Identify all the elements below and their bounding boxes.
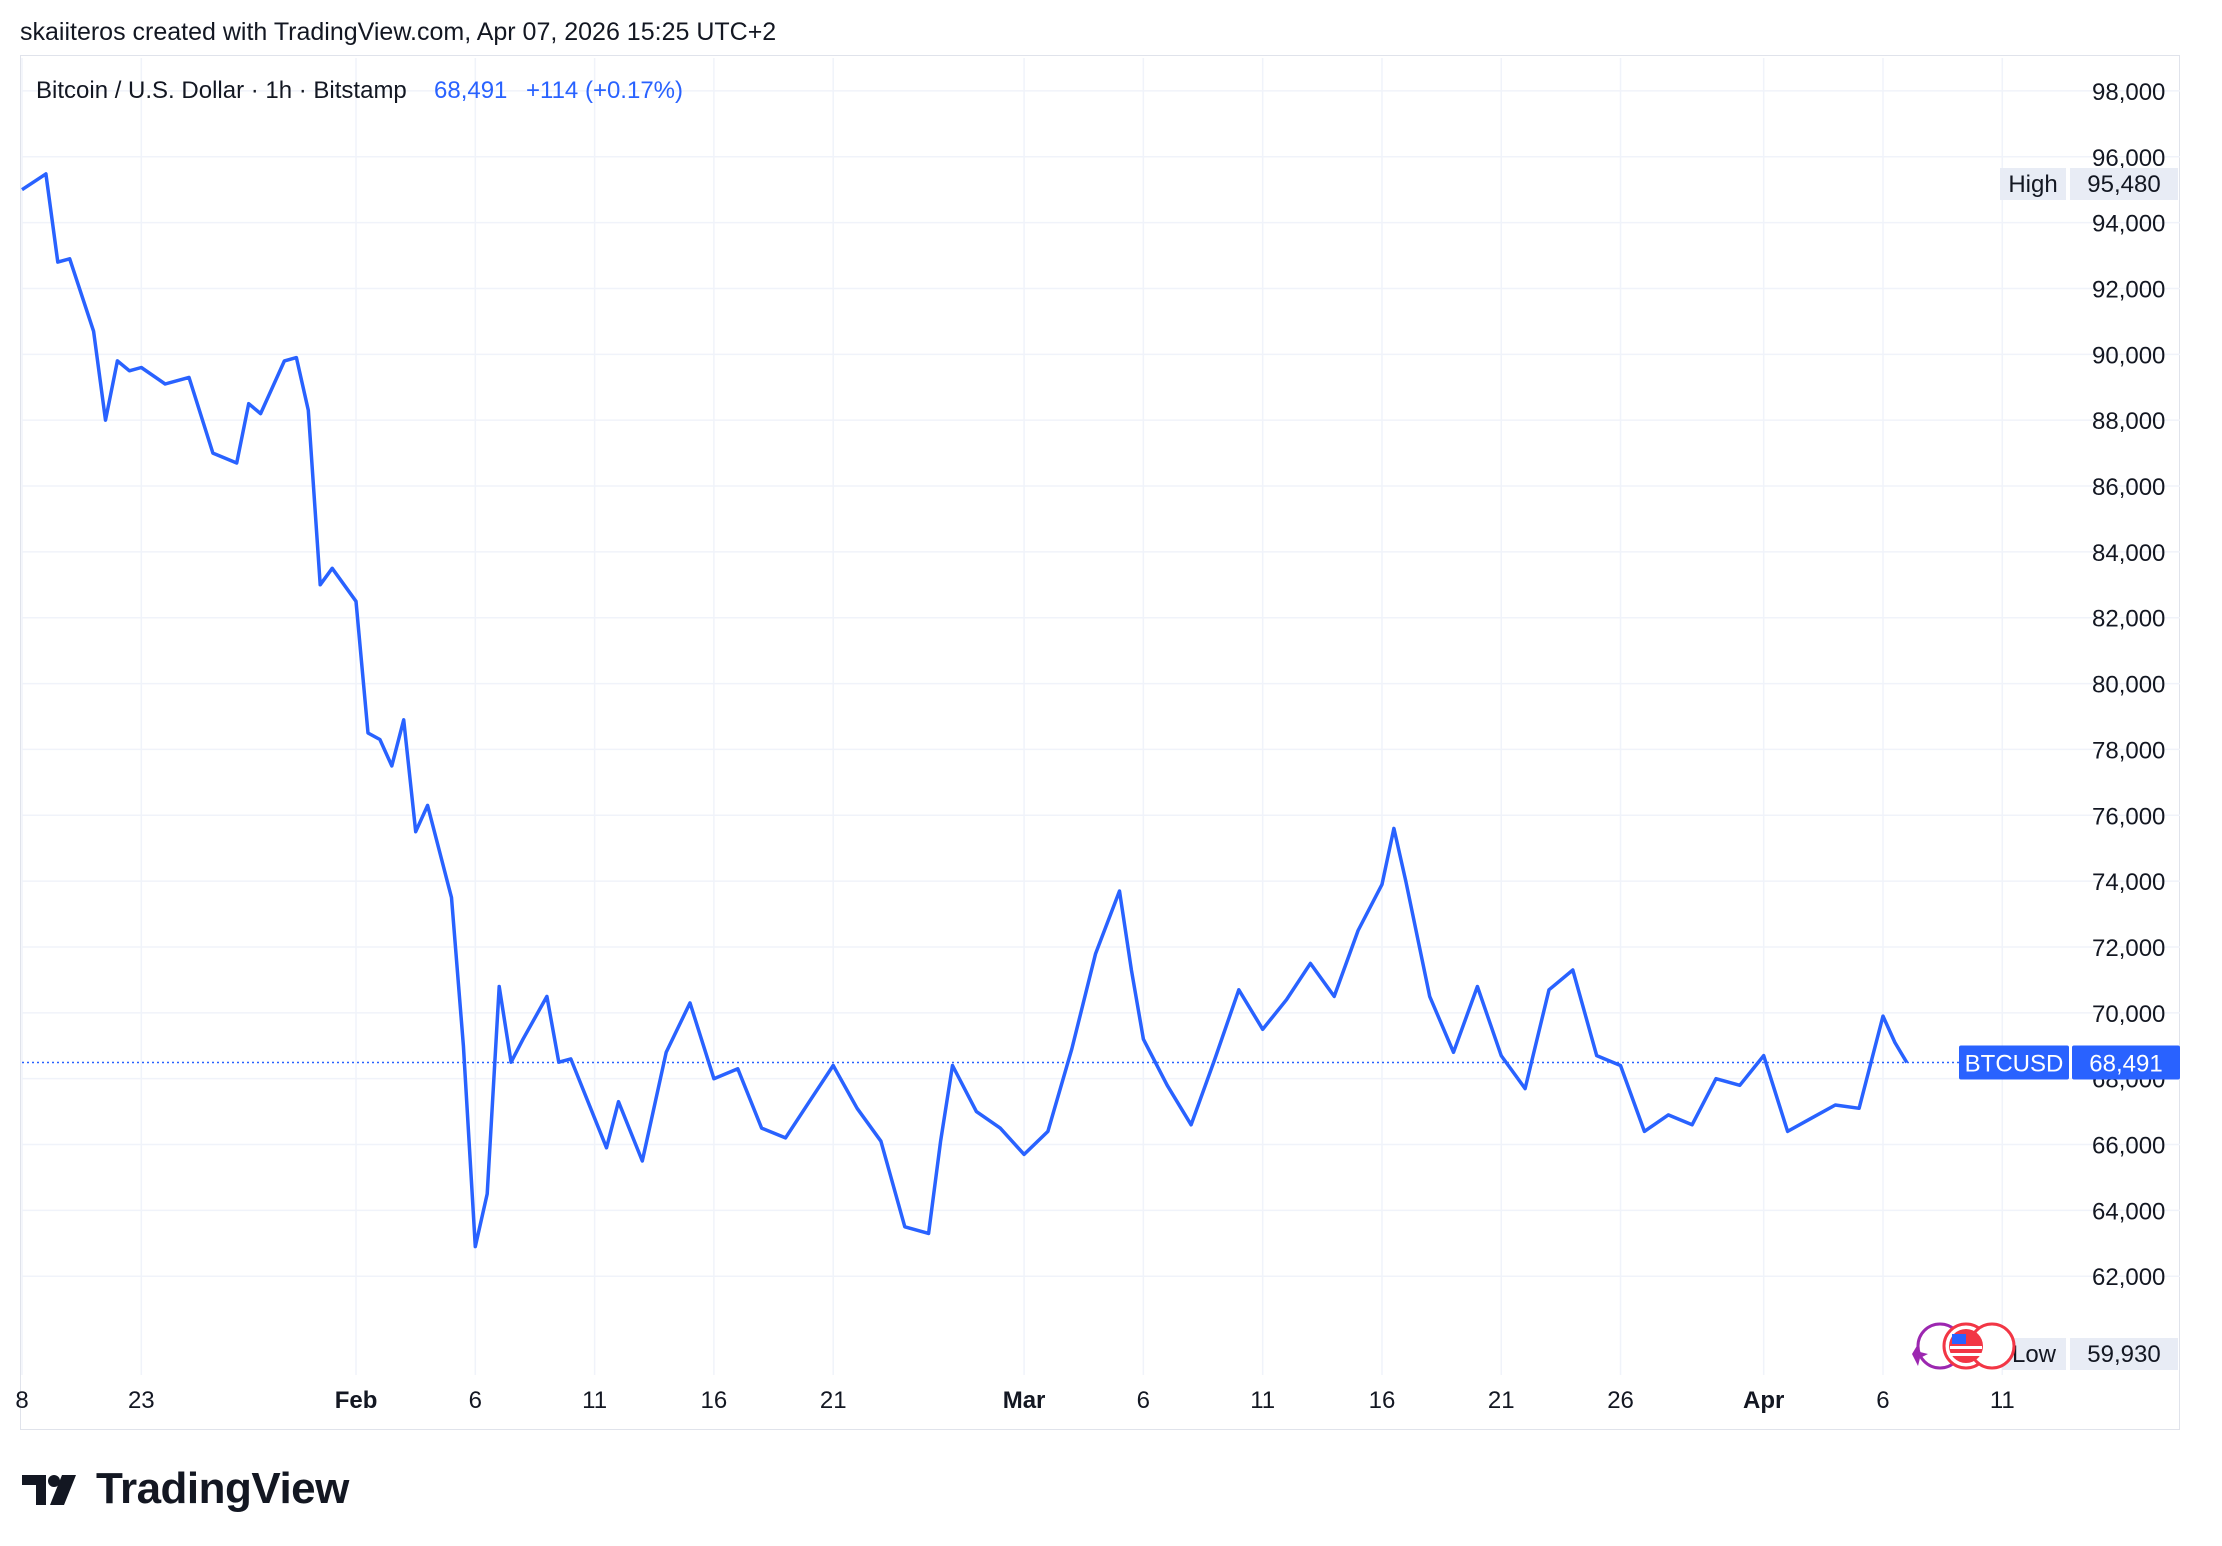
- axis-labels: 62,00064,00066,00068,00070,00072,00074,0…: [15, 79, 2165, 1414]
- x-tick-label: 6: [469, 1387, 482, 1414]
- low-value: 59,930: [2087, 1341, 2160, 1368]
- x-tick-label: 21: [820, 1387, 847, 1414]
- y-tick-label: 66,000: [2092, 1133, 2165, 1160]
- last-price-marker: BTCUSD 68,491: [22, 1045, 2180, 1080]
- x-tick-label: 23: [128, 1387, 155, 1414]
- last-label-box: [1959, 1045, 2069, 1080]
- y-tick-label: 72,000: [2092, 935, 2165, 962]
- legend-change: +114 (+0.17%): [526, 77, 683, 104]
- x-tick-label: 16: [701, 1387, 728, 1414]
- last-label: BTCUSD: [1965, 1051, 2064, 1078]
- high-value-box: [2070, 168, 2178, 200]
- last-value: 68,491: [2089, 1051, 2162, 1078]
- economic-events-flags-icon[interactable]: [1912, 1322, 2016, 1370]
- x-tick-label: 16: [1369, 1387, 1396, 1414]
- y-tick-label: 86,000: [2092, 474, 2165, 501]
- tradingview-wordmark: TradingView: [96, 1464, 349, 1513]
- y-tick-label: 62,000: [2092, 1264, 2165, 1291]
- tradingview-brand[interactable]: TradingView: [22, 1464, 349, 1514]
- x-tick-label: Apr: [1743, 1387, 1784, 1414]
- y-tick-label: 82,000: [2092, 606, 2165, 633]
- legend: Bitcoin / U.S. Dollar · 1h · Bitstamp 68…: [36, 77, 683, 104]
- price-chart[interactable]: 62,00064,00066,00068,00070,00072,00074,0…: [0, 0, 2222, 1440]
- y-tick-label: 74,000: [2092, 869, 2165, 896]
- x-tick-label: 26: [1607, 1387, 1634, 1414]
- y-tick-label: 98,000: [2092, 79, 2165, 106]
- high-marker: High 95,480: [2000, 168, 2178, 200]
- low-value-box: [2070, 1338, 2178, 1370]
- series-layer: [21, 172, 1909, 1249]
- y-tick-label: 78,000: [2092, 737, 2165, 764]
- last-value-box: [2072, 1045, 2180, 1080]
- low-label: Low: [2012, 1341, 2057, 1368]
- x-tick-label: 6: [1876, 1387, 1889, 1414]
- x-tick-label: 11: [1250, 1387, 1275, 1414]
- grid: [21, 58, 2180, 1375]
- y-tick-label: 84,000: [2092, 540, 2165, 567]
- x-tick-label: 8: [15, 1387, 28, 1414]
- low-marker: Low 59,930: [2002, 1338, 2178, 1370]
- high-label: High: [2008, 171, 2057, 198]
- y-tick-label: 94,000: [2092, 211, 2165, 238]
- y-tick-label: 90,000: [2092, 342, 2165, 369]
- x-tick-label: Mar: [1003, 1387, 1046, 1414]
- legend-symbol: Bitcoin / U.S. Dollar · 1h · Bitstamp: [36, 77, 407, 104]
- x-tick-label: 11: [582, 1387, 607, 1414]
- y-tick-label: 92,000: [2092, 276, 2165, 303]
- legend-last-price: 68,491: [434, 77, 507, 104]
- x-tick-label: 11: [1990, 1387, 2015, 1414]
- high-value: 95,480: [2087, 171, 2160, 198]
- x-tick-label: 6: [1137, 1387, 1150, 1414]
- y-tick-label: 76,000: [2092, 803, 2165, 830]
- y-tick-label: 88,000: [2092, 408, 2165, 435]
- y-tick-label: 64,000: [2092, 1198, 2165, 1225]
- x-tick-label: 21: [1488, 1387, 1515, 1414]
- y-tick-label: 70,000: [2092, 1001, 2165, 1028]
- attribution-header: skaiiteros created with TradingView.com,…: [20, 18, 777, 46]
- y-tick-label: 96,000: [2092, 145, 2165, 172]
- x-tick-label: Feb: [335, 1387, 378, 1414]
- y-tick-label: 80,000: [2092, 672, 2165, 699]
- high-label-box: [2000, 168, 2066, 200]
- tradingview-logo-icon: [22, 1475, 76, 1505]
- chart-frame: [20, 55, 2180, 1430]
- btcusd-price-line: [21, 172, 1909, 1249]
